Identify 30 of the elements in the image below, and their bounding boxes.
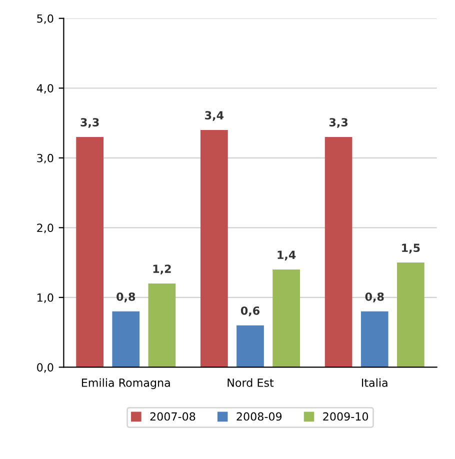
data-label: 3,3 — [329, 118, 348, 128]
x-tick-label: Emilia Romagna — [82, 378, 170, 390]
data-label: 3,3 — [80, 118, 99, 128]
bar — [397, 262, 424, 368]
y-tick-label: 5,0 — [37, 14, 54, 24]
data-label: 1,2 — [153, 264, 171, 274]
y-tick-label: 0,0 — [37, 363, 54, 373]
bar — [76, 136, 104, 368]
y-tick-label: 2,0 — [37, 224, 54, 234]
legend-label: 2008-09 — [236, 412, 282, 421]
legend-label: 2009-10 — [323, 412, 368, 421]
y-tick-label: 1,0 — [38, 293, 54, 303]
bar — [272, 270, 300, 368]
bar — [360, 311, 388, 368]
bar — [112, 311, 140, 368]
bar — [236, 325, 264, 368]
data-label: 1,4 — [278, 250, 296, 260]
bar — [324, 136, 352, 368]
legend-label: 2007-08 — [150, 412, 196, 421]
data-label: 3,4 — [205, 111, 224, 121]
x-tick-label: Nord Est — [228, 378, 274, 387]
data-label: 0,8 — [116, 292, 136, 302]
data-label: 1,5 — [402, 244, 420, 254]
bar — [200, 130, 228, 368]
x-tick-label: Italia — [362, 378, 388, 387]
y-tick-label: 4,0 — [36, 84, 54, 94]
data-label: 0,8 — [365, 292, 384, 302]
y-tick-label: 3,0 — [37, 154, 54, 164]
data-label: 0,6 — [240, 306, 260, 316]
bar — [148, 283, 176, 368]
